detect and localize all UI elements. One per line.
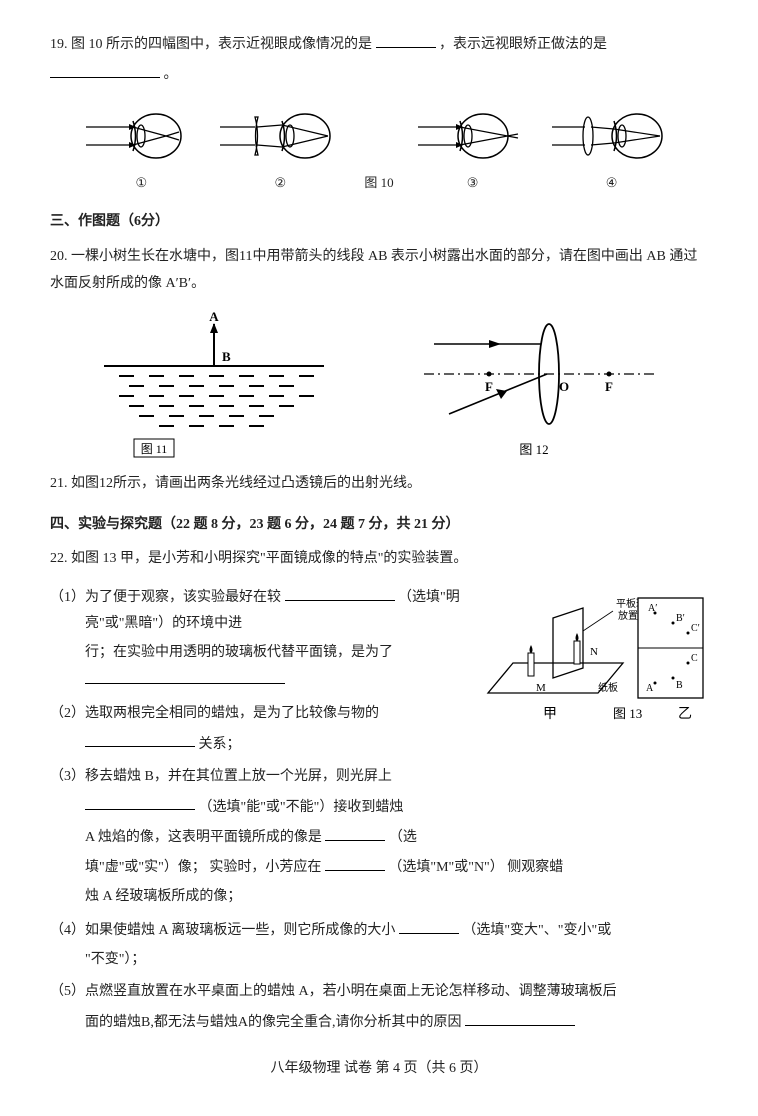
fig12-f-left: F	[485, 379, 493, 394]
q22-part-5b: 面的蜡烛B,都无法与蜡烛A的像完全重合,请你分析其中的原因	[50, 1008, 708, 1036]
q22-3-f: （选填"M"或"N"） 侧观察蜡	[388, 860, 563, 875]
q22-5-a: （5）点燃竖直放置在水平桌面上的蜡烛 A，若小明在桌面上无论怎样移动、调整薄玻璃…	[50, 984, 617, 999]
question-22-stem: 22. 如图 13 甲，是小芳和小明探究"平面镜成像的特点"的实验装置。	[50, 546, 708, 573]
q22-3-d: （选	[389, 830, 417, 845]
q22-3-blank-1[interactable]	[85, 793, 195, 811]
fig13-paper: 纸板	[598, 681, 618, 694]
q22-part-2b: 关系；	[50, 730, 708, 758]
q22-3-a: （3）移去蜡烛 B，并在其位置上放一个光屏，则光屏上	[50, 769, 392, 784]
fig10-eye-1: ①	[86, 101, 196, 196]
q22-1-blank-2[interactable]	[85, 667, 285, 685]
q22-part-3e: 烛 A 经玻璃板所成的像；	[50, 884, 708, 911]
fig13-jia-label: 甲	[543, 707, 557, 722]
svg-text:C: C	[691, 653, 698, 664]
figure-10: ① ② 图 10 ③	[50, 101, 708, 196]
question-21: 21. 如图12所示，请画出两条光线经过凸透镜后的出射光线。	[50, 471, 708, 498]
fig13-yi-label: 乙	[678, 706, 692, 722]
q22-2-blank[interactable]	[85, 730, 195, 748]
q22-1-c: 行；在实验中用透明的玻璃板代替平面镜，是为了	[85, 645, 393, 660]
q22-5-blank[interactable]	[465, 1008, 575, 1026]
svg-text:A: A	[646, 683, 654, 694]
section-4-title: 四、实验与探究题（22 题 8 分，23 题 6 分，24 题 7 分，共 21…	[50, 512, 708, 539]
figure-13: N M 平板玻璃 放置处 纸板 A′ B′ C′ C B A	[478, 583, 708, 723]
fig10-eye-3: ③	[418, 101, 528, 196]
q22-part-5: （5）点燃竖直放置在水平桌面上的蜡烛 A，若小明在桌面上无论怎样移动、调整薄玻璃…	[50, 979, 708, 1006]
q19-blank-2[interactable]	[50, 60, 160, 78]
fig12-caption: 图 12	[519, 442, 548, 457]
q22-3-c: A 烛焰的像，这表明平面镜所成的像是	[85, 830, 322, 845]
q22-part-3c: A 烛焰的像，这表明平面镜所成的像是 （选	[50, 823, 708, 851]
section-3-title: 三、作图题（6分）	[50, 209, 708, 236]
figure-12: F F O 图 12	[419, 309, 659, 459]
q19-blank-1[interactable]	[376, 30, 436, 48]
q19-text-a: 19. 图 10 所示的四幅图中，表示近视眼成像情况的是	[50, 37, 372, 52]
fig10-label-3: ③	[418, 171, 528, 196]
q22-1-blank-1[interactable]	[285, 583, 395, 601]
q22-5-b: 面的蜡烛B,都无法与蜡烛A的像完全重合,请你分析其中的原因	[85, 1015, 461, 1030]
q19-text-b: ，表示远视眼矫正做法的是	[439, 37, 607, 52]
fig12-o: O	[559, 379, 569, 394]
question-19: 19. 图 10 所示的四幅图中，表示近视眼成像情况的是 ，表示远视眼矫正做法的…	[50, 30, 708, 89]
fig10-label-4: ④	[552, 171, 672, 196]
fig13-caption: 图 13	[613, 706, 642, 721]
fig13-m: M	[536, 682, 546, 694]
q22-part-4: （4）如果使蜡烛 A 离玻璃板远一些，则它所成像的大小 （选填"变大"、"变小"…	[50, 916, 708, 944]
fig10-eye-4: ④	[552, 101, 672, 196]
q22-4-b: （选填"变大"、"变小"或	[462, 923, 611, 938]
fig11-caption: 图 11	[141, 442, 168, 456]
q22-4-a: （4）如果使蜡烛 A 离玻璃板远一些，则它所成像的大小	[50, 923, 395, 938]
q22-4-blank[interactable]	[399, 916, 459, 934]
figure-11: A B 图 11	[99, 309, 329, 459]
q22-3-b: （选填"能"或"不能"）接收到蜡烛	[199, 799, 404, 814]
q22-1-a: （1）为了便于观察，该实验最好在较	[50, 590, 281, 605]
fig10-label-1: ①	[86, 171, 196, 196]
fig10-eye-2: ②	[220, 101, 340, 196]
q22-part-3d: 填"虚"或"实"）像； 实验时，小芳应在 （选填"M"或"N"） 侧观察蜡	[50, 853, 708, 881]
q22-part-3b: （选填"能"或"不能"）接收到蜡烛	[50, 793, 708, 821]
fig12-f-right: F	[605, 379, 613, 394]
fig11-label-b: B	[222, 349, 231, 364]
q22-3-blank-3[interactable]	[325, 853, 385, 871]
figure-10-label: 图 10	[364, 171, 393, 196]
q22-4-c: "不变"）；	[85, 952, 145, 967]
svg-text:B′: B′	[676, 613, 685, 624]
q22-3-blank-2[interactable]	[325, 823, 385, 841]
fig11-label-a: A	[209, 309, 219, 324]
svg-text:A′: A′	[648, 603, 657, 614]
q22-2-a: （2）选取两根完全相同的蜡烛，是为了比较像与物的	[50, 706, 379, 721]
svg-text:B: B	[676, 680, 683, 691]
q22-3-g: 烛 A 经玻璃板所成的像；	[85, 889, 241, 904]
q19-text-c: 。	[164, 67, 178, 82]
svg-text:C′: C′	[691, 623, 700, 634]
q22-part-4b: "不变"）；	[50, 947, 708, 974]
q22-2-b: 关系；	[199, 736, 241, 751]
fig10-label-2: ②	[220, 171, 340, 196]
question-20: 20. 一棵小树生长在水塘中，图11中用带箭头的线段 AB 表示小树露出水面的部…	[50, 244, 708, 297]
fig13-n: N	[590, 646, 598, 658]
q22-3-e: 填"虚"或"实"）像； 实验时，小芳应在	[85, 860, 321, 875]
q22-part-3: （3）移去蜡烛 B，并在其位置上放一个光屏，则光屏上	[50, 764, 708, 791]
page-footer: 八年级物理 试卷 第 4 页（共 6 页）	[50, 1056, 708, 1083]
